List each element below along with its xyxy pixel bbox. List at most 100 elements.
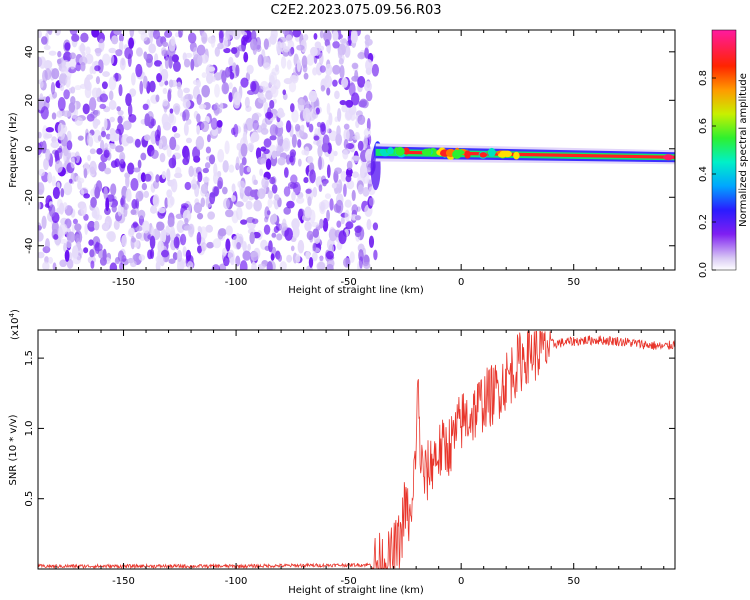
noise-blob — [191, 183, 197, 190]
noise-blob — [311, 251, 318, 262]
noise-blob — [231, 195, 237, 202]
top-x-tick-label: -150 — [112, 277, 135, 288]
noise-blob — [128, 37, 135, 49]
noise-blob — [38, 225, 43, 231]
noise-blob — [325, 63, 333, 76]
noise-blob — [182, 99, 191, 109]
noise-blob — [289, 156, 294, 163]
noise-blob — [50, 141, 60, 149]
noise-blob — [75, 62, 82, 72]
noise-blob — [207, 211, 216, 220]
bottom-x-tick-label: 0 — [458, 576, 464, 587]
noise-blob — [202, 167, 209, 174]
top-x-tick-label: 50 — [567, 277, 580, 288]
bottom-y-axis-label: SNR (10 * v/v) — [8, 414, 19, 485]
noise-blob — [164, 80, 169, 86]
noise-blob — [291, 218, 300, 230]
noise-blob — [117, 109, 124, 116]
noise-blob — [125, 188, 132, 202]
noise-blob — [242, 240, 247, 252]
noise-blob — [157, 240, 164, 253]
noise-blob — [140, 172, 146, 183]
noise-blob — [137, 172, 143, 183]
noise-blob — [141, 182, 148, 191]
noise-blob — [328, 130, 338, 142]
noise-blob — [118, 33, 124, 43]
noise-blob — [168, 258, 176, 264]
noise-blob — [179, 261, 187, 268]
noise-blob — [180, 203, 189, 209]
noise-blob — [185, 149, 191, 163]
noise-blob — [217, 42, 224, 50]
noise-blob — [312, 228, 320, 238]
noise-blob — [61, 59, 70, 72]
top-axes: -150 -100 -50 0 50 -40 -20 0 20 40 — [24, 30, 675, 288]
noise-blob — [345, 221, 354, 230]
noise-blob — [364, 80, 372, 92]
noise-blob — [39, 80, 44, 88]
noise-blob — [137, 159, 142, 169]
noise-blob — [218, 228, 227, 237]
noise-blob — [148, 43, 157, 54]
noise-blob — [313, 46, 321, 56]
noise-blob — [363, 135, 368, 149]
top-plot-frame — [37, 29, 676, 271]
noise-blob — [263, 138, 272, 148]
noise-blob — [348, 82, 356, 97]
noise-blob — [80, 202, 87, 216]
noise-blob — [172, 252, 178, 261]
noise-blob — [205, 73, 214, 84]
noise-blob — [207, 134, 211, 143]
noise-blob — [161, 170, 167, 180]
noise-blob — [265, 158, 272, 170]
noise-blob — [368, 235, 375, 248]
noise-blob — [335, 199, 344, 214]
noise-blob — [149, 80, 156, 93]
noise-blob — [235, 64, 240, 77]
noise-blob — [351, 171, 359, 179]
noise-blob — [201, 72, 207, 78]
noise-blob — [260, 157, 267, 165]
noise-blob — [282, 89, 287, 96]
noise-blob — [233, 91, 242, 106]
noise-blob — [323, 74, 333, 88]
noise-blob — [51, 220, 59, 234]
noise-blob — [43, 158, 49, 171]
noise-blob — [334, 90, 340, 100]
noise-blob — [263, 148, 270, 155]
noise-blob — [346, 160, 353, 171]
noise-blob — [332, 64, 341, 75]
noise-blob — [144, 173, 152, 182]
noise-blob — [279, 222, 288, 232]
noise-blob — [246, 64, 254, 75]
noise-blob — [130, 177, 139, 191]
noise-blob — [339, 99, 347, 106]
noise-blob — [172, 60, 181, 72]
colorbar: 0.0 0.2 0.4 0.6 0.8 Normalized spectral ampl… — [698, 29, 749, 278]
noise-blob — [265, 90, 273, 100]
noise-blob — [169, 226, 176, 240]
noise-blob — [197, 171, 203, 183]
signal-blob — [402, 147, 410, 155]
noise-blob — [144, 113, 151, 127]
noise-blob — [344, 199, 352, 208]
noise-blob — [122, 120, 132, 131]
bottom-x-axis-label: Height of straight line (km) — [288, 585, 424, 596]
top-y-tick-label: -20 — [24, 189, 35, 205]
noise-blob — [257, 188, 266, 200]
noise-blob — [365, 59, 373, 72]
noise-blob — [306, 53, 315, 66]
noise-blob — [152, 30, 161, 40]
noise-blob — [343, 139, 349, 150]
noise-blob — [89, 148, 96, 155]
noise-blob — [69, 52, 76, 60]
noise-blob — [62, 110, 72, 118]
noise-blob — [50, 81, 56, 95]
noise-blob — [105, 197, 110, 212]
noise-blob — [63, 182, 73, 196]
noise-blob — [304, 221, 312, 232]
noise-blob — [168, 157, 177, 169]
noise-blob — [343, 257, 351, 268]
noise-blob — [326, 164, 331, 179]
noise-blob — [161, 113, 169, 127]
